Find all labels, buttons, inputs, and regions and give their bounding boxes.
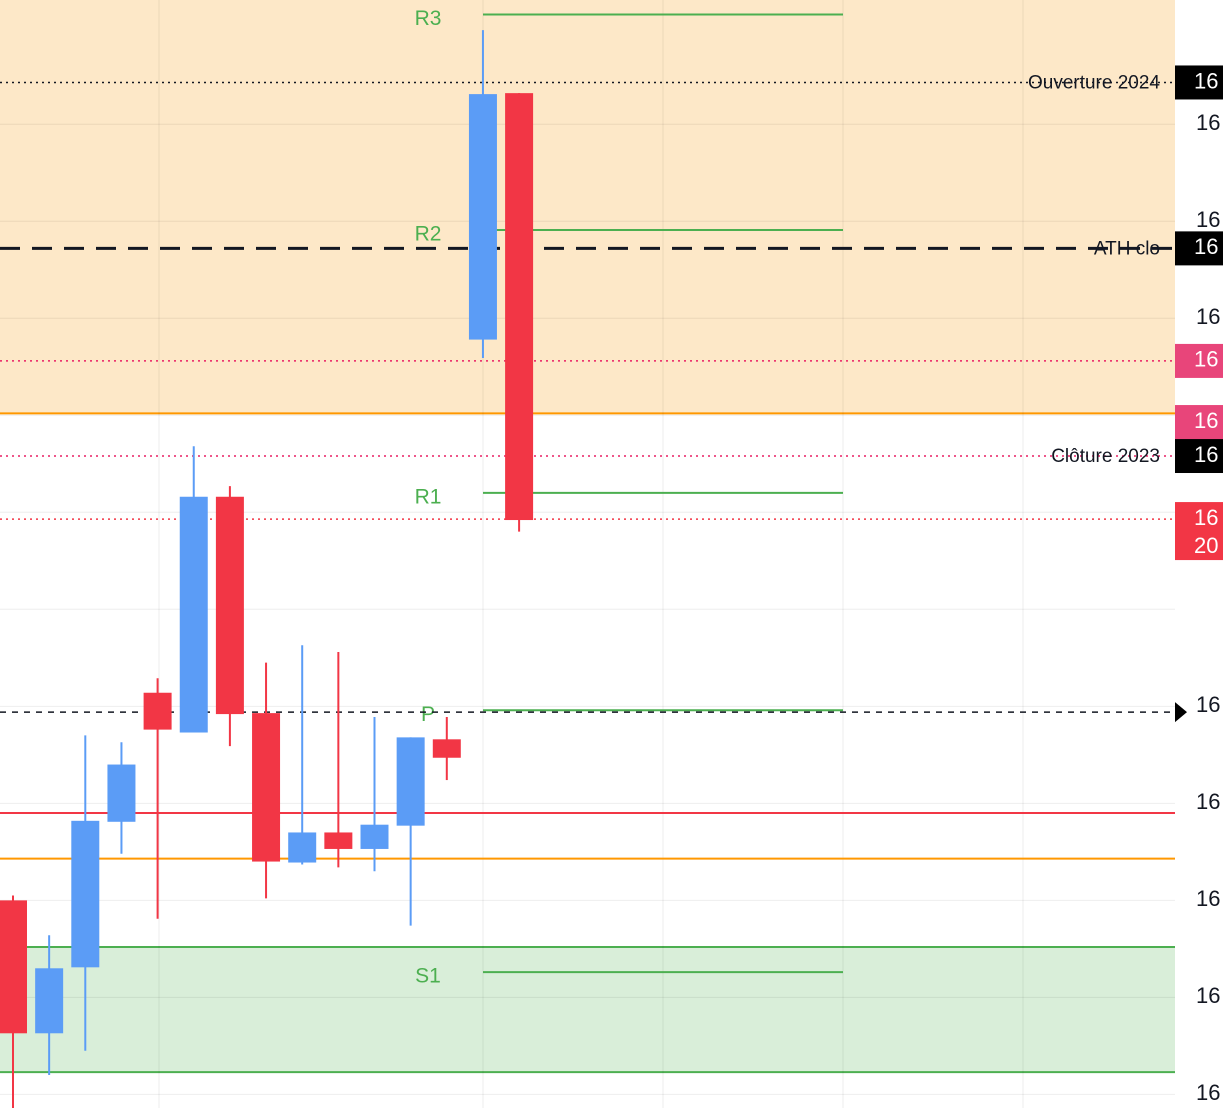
y-tick-label: 16 [1196, 692, 1220, 717]
candle-body [432, 739, 461, 758]
price-tag-label: 16 [1194, 442, 1218, 467]
candle-body [35, 968, 64, 1034]
price-tag [1175, 502, 1223, 561]
price-tag-label: 16 [1194, 408, 1218, 433]
candle-body [143, 692, 172, 730]
candle-body [288, 832, 317, 863]
y-tick-label: 16 [1196, 789, 1220, 814]
pivot-label: R1 [415, 485, 442, 508]
candle-body [107, 764, 136, 822]
candle-body [360, 824, 389, 849]
price-tag-label: 16 [1194, 347, 1218, 372]
y-tick-label: 16 [1196, 886, 1220, 911]
zone [0, 946, 1175, 1073]
candle-body [71, 820, 100, 968]
candle-body [0, 900, 27, 1034]
price-tag-label: 16 [1194, 234, 1218, 259]
level-label: ATH clo [1094, 238, 1160, 259]
pivot-label: S1 [415, 965, 441, 988]
level-label: Ouverture 2024 [1028, 72, 1160, 93]
price-tag [1175, 65, 1223, 100]
price-tag-label: 16 [1194, 505, 1218, 530]
price-tag [1175, 343, 1223, 378]
candle-body [396, 737, 425, 826]
y-tick-label: 16 [1196, 304, 1220, 329]
candle-body [468, 94, 497, 340]
price-arrow [1175, 702, 1187, 723]
pivot-label: R2 [415, 222, 442, 245]
candle-body [252, 713, 281, 862]
price-tag-label: 20 [1194, 533, 1218, 558]
zone [0, 0, 1175, 414]
price-tag [1175, 231, 1223, 266]
price-tag [1175, 405, 1223, 440]
pivot-label: P [421, 703, 435, 726]
price-tag [1175, 439, 1223, 474]
candle-body [215, 496, 244, 715]
candle-body [324, 832, 353, 849]
price-tag-label: 16 [1194, 68, 1218, 93]
pivot-label: R3 [415, 7, 442, 30]
level-label: Clôture 2023 [1051, 446, 1160, 467]
candle-body [179, 496, 208, 733]
y-tick-label: 16 [1196, 207, 1220, 232]
candle-body [505, 93, 534, 521]
y-tick-label: 16 [1196, 110, 1220, 135]
y-tick-label: 16 [1196, 1080, 1220, 1105]
y-tick-label: 16 [1196, 983, 1220, 1008]
